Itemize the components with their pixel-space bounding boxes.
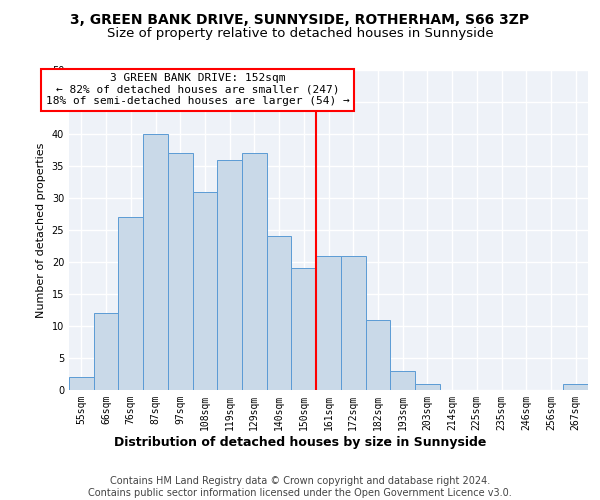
Bar [415, 384, 440, 390]
Text: Size of property relative to detached houses in Sunnyside: Size of property relative to detached ho… [107, 28, 493, 40]
Y-axis label: Number of detached properties: Number of detached properties [36, 142, 46, 318]
Text: 3, GREEN BANK DRIVE, SUNNYSIDE, ROTHERHAM, S66 3ZP: 3, GREEN BANK DRIVE, SUNNYSIDE, ROTHERHA… [70, 12, 530, 26]
Bar [316, 256, 341, 390]
Bar [168, 153, 193, 390]
Text: 3 GREEN BANK DRIVE: 152sqm
← 82% of detached houses are smaller (247)
18% of sem: 3 GREEN BANK DRIVE: 152sqm ← 82% of deta… [46, 73, 349, 106]
Bar [69, 377, 94, 390]
Bar [217, 160, 242, 390]
Bar [242, 153, 267, 390]
Bar [94, 313, 118, 390]
Bar [341, 256, 365, 390]
Text: Contains HM Land Registry data © Crown copyright and database right 2024.
Contai: Contains HM Land Registry data © Crown c… [88, 476, 512, 498]
Bar [365, 320, 390, 390]
Bar [143, 134, 168, 390]
Bar [267, 236, 292, 390]
Bar [292, 268, 316, 390]
Text: Distribution of detached houses by size in Sunnyside: Distribution of detached houses by size … [114, 436, 486, 449]
Bar [118, 217, 143, 390]
Bar [563, 384, 588, 390]
Bar [193, 192, 217, 390]
Bar [390, 371, 415, 390]
